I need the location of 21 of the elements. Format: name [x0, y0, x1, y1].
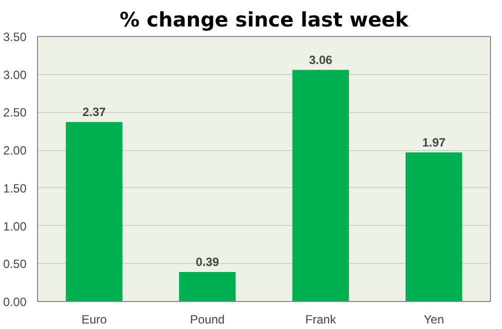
y-tick-label: 2.00 — [3, 144, 27, 158]
bar — [406, 152, 462, 302]
y-tick-label: 1.50 — [3, 181, 27, 196]
bar — [66, 122, 122, 302]
x-tick-label: Yen — [424, 312, 444, 326]
y-tick-label: 0.00 — [3, 295, 27, 309]
y-tick-label: 1.00 — [3, 219, 27, 234]
bar — [292, 70, 349, 302]
x-tick-label: Frank — [305, 312, 337, 326]
data-label: 2.37 — [82, 105, 106, 120]
data-label: 0.39 — [196, 254, 220, 269]
y-tick-label: 3.50 — [3, 30, 27, 44]
x-tick-label: Pound — [190, 312, 225, 326]
data-label: 3.06 — [308, 52, 333, 67]
x-tick-label: Euro — [81, 312, 108, 326]
chart-title: % change since last week — [120, 8, 410, 32]
data-label: 1.97 — [422, 135, 446, 150]
y-tick-label: 0.50 — [3, 257, 27, 272]
y-tick-label: 3.00 — [3, 68, 27, 82]
y-tick-label: 2.50 — [3, 106, 27, 120]
bar — [179, 272, 236, 302]
